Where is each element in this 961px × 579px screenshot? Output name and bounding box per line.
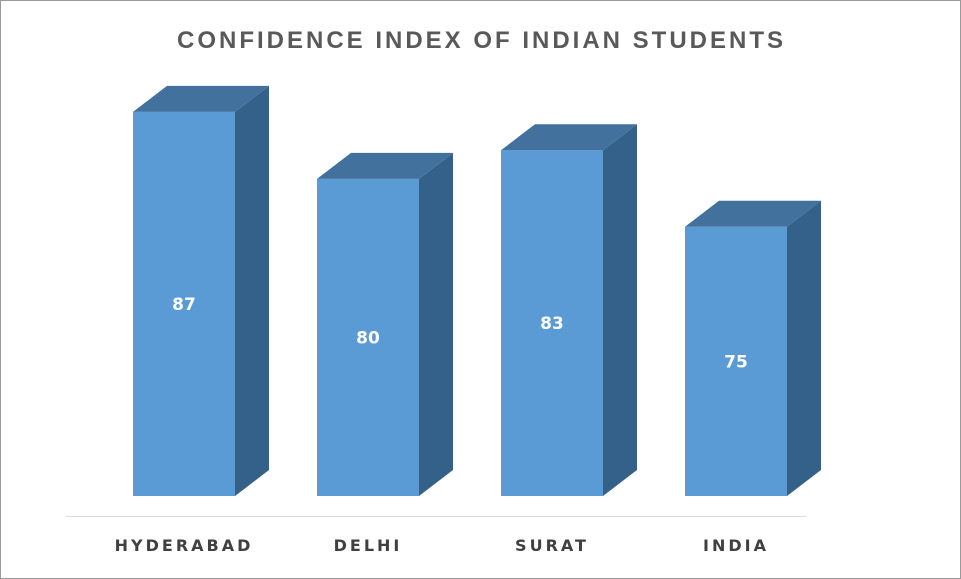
x-tick-label-hyderabad: HYDERABAD	[115, 536, 254, 555]
bar-side-india	[787, 200, 821, 496]
bar-top-india	[685, 200, 821, 227]
bar-front-india	[685, 226, 787, 496]
bar-top-delhi	[317, 152, 453, 179]
bar-side-surat	[603, 124, 637, 496]
data-label-india: 75	[724, 352, 748, 372]
x-axis-labels: HYDERABAD DELHI SURAT INDIA	[115, 536, 769, 555]
bar-side-delhi	[419, 152, 453, 496]
x-tick-label-india: INDIA	[703, 536, 769, 555]
data-label-delhi: 80	[356, 328, 380, 348]
x-tick-label-surat: SURAT	[515, 536, 589, 555]
x-tick-label-delhi: DELHI	[334, 536, 403, 555]
bar-front-hyderabad	[133, 111, 235, 496]
data-label-surat: 83	[540, 314, 564, 334]
bar-front-delhi	[317, 178, 419, 496]
bar-front-surat	[501, 150, 603, 496]
chart-title: CONFIDENCE INDEX OF INDIAN STUDENTS	[176, 27, 787, 54]
data-label-hyderabad: 87	[172, 295, 196, 315]
bars-group: 87 80 83 75	[133, 85, 821, 496]
bar-top-hyderabad	[133, 85, 269, 112]
bar-side-hyderabad	[235, 85, 269, 496]
bar-top-surat	[501, 124, 637, 151]
